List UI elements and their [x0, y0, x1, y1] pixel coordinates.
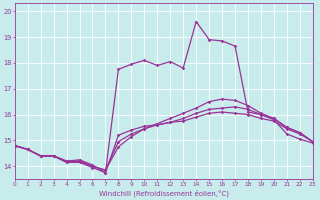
X-axis label: Windchill (Refroidissement éolien,°C): Windchill (Refroidissement éolien,°C): [99, 189, 229, 197]
